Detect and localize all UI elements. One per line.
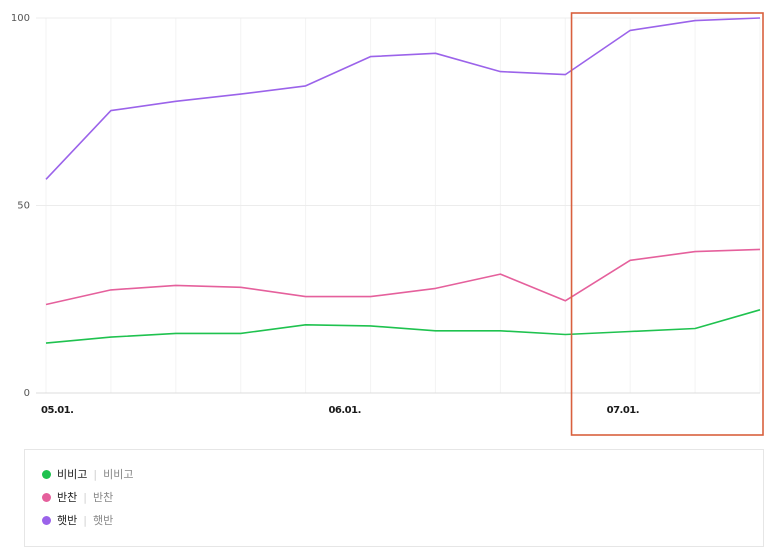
legend-item-banchan[interactable]: 반찬 | 반찬 xyxy=(42,489,113,505)
legend-item-bibigo[interactable]: 비비고 | 비비고 xyxy=(42,466,133,482)
legend-separator: | xyxy=(93,467,98,481)
series-line-1 xyxy=(45,248,761,306)
x-tick-label: 07.01. xyxy=(607,405,639,416)
y-tick-label: 100 xyxy=(11,13,30,24)
legend-sub: 반찬 xyxy=(92,491,114,504)
legend-name: 비비고 xyxy=(57,468,88,481)
legend-item-hetban[interactable]: 햇반 | 햇반 xyxy=(42,512,113,528)
legend: 비비고 | 비비고 반찬 | 반찬 햇반 | 햇반 xyxy=(24,449,764,547)
y-tick-label: 0 xyxy=(24,388,30,399)
series-line-2 xyxy=(45,17,761,180)
legend-dot-bibigo xyxy=(42,469,51,479)
legend-separator: | xyxy=(83,513,87,527)
y-tick-label: 50 xyxy=(17,201,30,212)
legend-separator: | xyxy=(83,490,87,504)
legend-dot-hetban xyxy=(42,515,51,525)
highlight-box xyxy=(570,12,764,436)
x-tick-label: 05.01. xyxy=(41,405,73,416)
legend-sub: 비비고 xyxy=(103,468,134,481)
series-line-0 xyxy=(45,309,761,344)
line-chart: 0 50 100 05.01. 06.01. 07.01. xyxy=(11,12,764,436)
legend-name: 반찬 xyxy=(57,491,78,504)
legend-sub: 햇반 xyxy=(92,514,114,527)
x-tick-label: 06.01. xyxy=(328,405,360,416)
legend-dot-banchan xyxy=(42,492,51,502)
legend-name: 햇반 xyxy=(57,514,78,527)
